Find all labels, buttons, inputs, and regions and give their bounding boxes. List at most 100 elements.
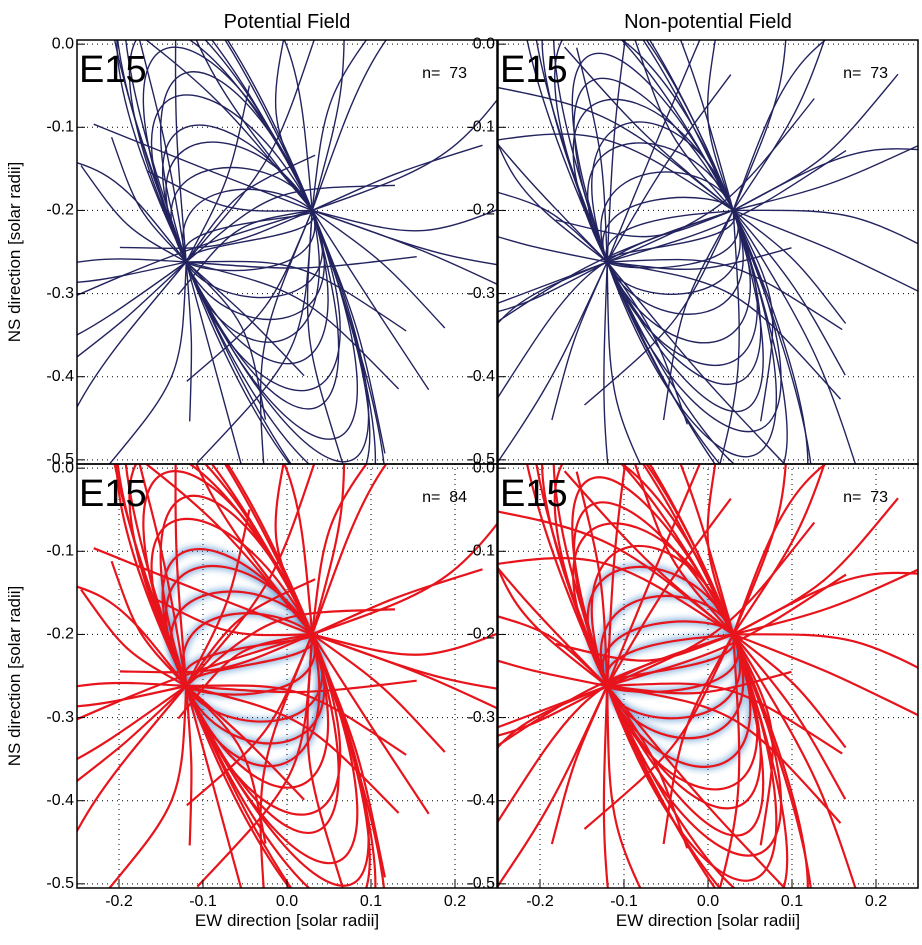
field-line: [606, 261, 642, 464]
y-tick-label: -0.5: [46, 875, 74, 892]
field-line: [185, 154, 316, 263]
field-line: [306, 634, 344, 888]
panel-title: Potential Field: [224, 11, 351, 33]
field-line: [312, 209, 497, 232]
y-tick-label: 0.0: [52, 459, 74, 476]
field-line: [535, 464, 735, 687]
field-line: [732, 633, 774, 846]
field-line: [125, 40, 313, 263]
y-tick-label: -0.2: [467, 626, 495, 643]
field-line: [564, 46, 734, 211]
field-line: [311, 632, 497, 656]
field-line: [185, 85, 251, 263]
field-line: [607, 247, 792, 271]
field-line: [77, 261, 187, 336]
y-tick-label: -0.4: [46, 368, 74, 385]
field-line: [498, 261, 608, 313]
x-tick-label: 0.2: [865, 893, 887, 910]
field-line: [77, 633, 313, 721]
field-line: [185, 210, 341, 392]
field-line: [606, 261, 688, 425]
field-line: [77, 261, 187, 409]
field-line: [138, 40, 187, 263]
field-line: [186, 684, 407, 756]
y-tick-label: -0.2: [46, 626, 74, 643]
field-line: [662, 210, 734, 421]
x-tick-label: -0.2: [105, 893, 133, 910]
field-line: [498, 565, 608, 687]
field-line: [732, 497, 899, 636]
field-line: [498, 209, 734, 399]
field-line: [274, 40, 313, 211]
field-line: [311, 209, 497, 266]
field-line: [732, 73, 899, 212]
field-line: [311, 210, 430, 391]
field-line: [498, 133, 734, 211]
field-line: [553, 40, 734, 263]
field-line: [555, 209, 734, 238]
field-line: [311, 209, 446, 329]
field-line: [526, 40, 734, 263]
field-line: [662, 633, 735, 845]
field-line: [77, 261, 187, 358]
field-line: [732, 40, 787, 211]
field-line: [606, 521, 816, 688]
field-line: [633, 464, 735, 636]
field-line: [306, 210, 344, 464]
field-line: [185, 634, 340, 834]
field-line: [108, 685, 188, 888]
field-line: [283, 40, 313, 211]
field-line: [77, 685, 187, 761]
field-line: [110, 136, 187, 263]
emission-background: [159, 545, 328, 770]
x-tick-label: 0.2: [444, 893, 466, 910]
field-line: [185, 210, 371, 464]
field-line: [259, 210, 313, 464]
field-line: [606, 261, 786, 464]
field-line: [195, 464, 314, 636]
field-line: [186, 260, 407, 332]
field-line: [124, 464, 314, 687]
y-tick-label: -0.4: [46, 792, 74, 809]
field-line: [606, 40, 626, 263]
field-line: [606, 98, 815, 263]
field-line: [606, 685, 689, 849]
field-line: [732, 633, 847, 749]
field-line: [128, 464, 314, 687]
field-line: [185, 634, 342, 816]
field-line: [732, 209, 847, 324]
field-line: [732, 209, 918, 292]
field-line: [110, 560, 187, 687]
field-line: [77, 209, 313, 297]
field-line: [732, 210, 774, 422]
field-line: [185, 634, 377, 888]
field-line: [732, 209, 846, 376]
field-line: [186, 261, 400, 390]
field-line: [185, 210, 358, 440]
plot-area: [77, 40, 497, 464]
field-line: [185, 261, 305, 377]
y-tick-label: -0.3: [467, 709, 495, 726]
field-line: [185, 509, 251, 687]
field-line: [732, 633, 918, 717]
field-line: [732, 40, 827, 211]
field-line: [607, 150, 847, 263]
panel: 0.0 -0.1 -0.2 -0.3 -0.4 -0.5 -0.2 -0.1 0.0 0.1 0.2…: [5, 459, 498, 930]
field-line: [550, 685, 609, 845]
field-line: [108, 261, 187, 464]
field-line: [311, 464, 368, 635]
field-line: [311, 210, 386, 454]
field-line: [571, 52, 734, 263]
field-line: [185, 464, 316, 687]
field-line: [311, 568, 483, 636]
field-line: [186, 256, 417, 269]
x-tick-label: 0.1: [360, 893, 382, 910]
field-line: [551, 261, 608, 421]
field-line: [606, 464, 701, 687]
field-line: [733, 633, 918, 669]
line-count: n= 84: [422, 489, 467, 506]
field-line: [185, 261, 242, 464]
field-line: [607, 261, 842, 400]
field-line: [607, 682, 843, 755]
